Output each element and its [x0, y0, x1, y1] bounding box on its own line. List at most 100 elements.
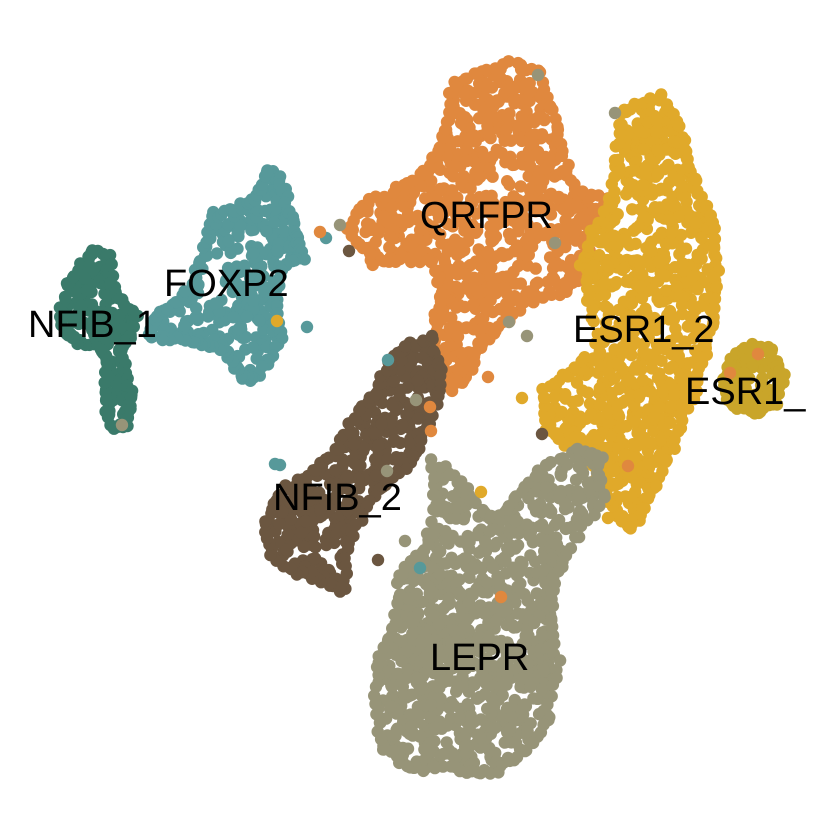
- point-lepr: [486, 561, 500, 575]
- point-qrfpr: [544, 208, 558, 221]
- point-nfib-2: [273, 488, 287, 502]
- point-qrfpr: [509, 277, 522, 290]
- point-lepr: [501, 701, 514, 714]
- point-esr1-2: [559, 392, 572, 405]
- point-foxp2: [238, 259, 251, 272]
- point-nfib-2: [273, 517, 286, 531]
- point-nfib-1: [107, 326, 120, 340]
- point-esr1-2: [626, 203, 639, 216]
- point-lepr: [458, 731, 471, 744]
- point-stray: [409, 393, 423, 407]
- point-qrfpr: [537, 194, 550, 207]
- point-nfib-2: [384, 416, 398, 429]
- point-lepr: [425, 515, 438, 529]
- point-lepr: [535, 532, 548, 545]
- point-lepr: [432, 618, 445, 631]
- point-esr1-2: [686, 270, 700, 283]
- point-esr1-2: [634, 125, 647, 138]
- point-lepr: [429, 721, 442, 734]
- point-nfib-2: [329, 464, 342, 477]
- point-esr1-2: [628, 363, 641, 376]
- point-foxp2: [234, 219, 247, 233]
- point-nfib-2: [309, 552, 322, 565]
- point-esr1-2: [613, 137, 626, 150]
- point-esr1-2: [708, 232, 722, 246]
- point-qrfpr: [454, 116, 468, 130]
- point-esr1-2: [663, 214, 677, 227]
- point-nfib-2: [276, 506, 289, 519]
- point-stray: [333, 218, 347, 232]
- point-stray: [115, 418, 129, 432]
- point-stray: [608, 106, 622, 120]
- point-qrfpr: [369, 190, 382, 203]
- cluster-labels: NFIB_1 FOXP2 QRFPR ESR1_2 ESR1_ NFIB_2 L…: [28, 195, 806, 679]
- point-esr1-2: [593, 346, 607, 359]
- point-qrfpr: [515, 134, 528, 148]
- point-qrfpr: [473, 170, 487, 184]
- point-qrfpr: [466, 196, 479, 209]
- point-lepr: [461, 529, 474, 543]
- point-esr1-2: [668, 442, 681, 455]
- point-nfib-2: [375, 417, 388, 430]
- point-lepr: [569, 473, 583, 487]
- point-stray: [424, 424, 438, 438]
- point-lepr: [524, 549, 537, 562]
- point-lepr: [485, 701, 498, 714]
- point-lepr: [492, 575, 505, 588]
- point-qrfpr: [386, 200, 399, 214]
- point-nfib-2: [368, 427, 381, 440]
- point-esr1-2: [655, 88, 668, 101]
- point-esr1-2: [691, 282, 704, 296]
- point-lepr: [446, 490, 460, 503]
- point-lepr: [410, 671, 424, 685]
- point-lepr: [521, 593, 534, 606]
- point-qrfpr: [441, 245, 454, 258]
- point-esr1-2: [633, 388, 646, 402]
- point-foxp2: [253, 314, 266, 327]
- point-esr1-2: [674, 371, 687, 385]
- point-stray: [380, 464, 394, 478]
- point-esr1-2: [625, 297, 639, 310]
- point-esr1-2: [649, 125, 663, 138]
- point-lepr: [424, 711, 437, 724]
- point-lepr: [536, 629, 549, 642]
- point-stray: [531, 68, 545, 82]
- point-foxp2: [270, 283, 283, 296]
- point-lepr: [440, 501, 453, 514]
- point-esr1-2: [591, 327, 604, 341]
- point-stray: [502, 315, 516, 329]
- point-lepr: [520, 744, 533, 757]
- point-lepr: [461, 698, 474, 711]
- point-qrfpr: [459, 268, 472, 281]
- point-nfib-1: [101, 314, 115, 327]
- point-lepr: [528, 616, 541, 630]
- point-qrfpr: [483, 162, 496, 176]
- point-esr1-2: [597, 214, 610, 228]
- point-esr1-2: [689, 216, 703, 230]
- point-esr1-2: [555, 405, 568, 419]
- point-qrfpr: [507, 214, 520, 227]
- point-lepr: [541, 698, 554, 711]
- point-lepr: [480, 576, 494, 589]
- point-qrfpr: [481, 123, 494, 136]
- point-esr1-2: [695, 231, 708, 245]
- point-foxp2: [239, 330, 253, 344]
- point-foxp2: [246, 247, 260, 260]
- cluster-label-foxp2: FOXP2: [164, 263, 289, 305]
- point-stray: [520, 329, 534, 343]
- point-lepr: [523, 529, 536, 542]
- point-lepr: [463, 710, 476, 724]
- point-lepr: [554, 469, 568, 482]
- point-esr1-2: [580, 274, 593, 288]
- point-lepr: [405, 708, 418, 721]
- point-qrfpr: [569, 224, 582, 237]
- point-esr1-2: [708, 302, 721, 315]
- point-qrfpr: [539, 162, 553, 175]
- point-lepr: [447, 699, 461, 712]
- point-qrfpr: [541, 275, 554, 289]
- point-lepr: [442, 592, 455, 605]
- point-qrfpr: [464, 182, 477, 195]
- point-esr1-2: [589, 337, 602, 350]
- point-lepr: [424, 698, 438, 712]
- point-esr1-2: [642, 320, 655, 334]
